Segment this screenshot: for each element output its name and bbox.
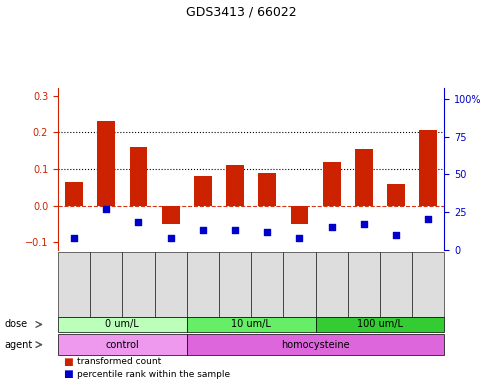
Text: ■: ■ [63,369,72,379]
Point [392,232,400,238]
Text: ■: ■ [63,357,72,367]
Bar [258,173,276,205]
Point [425,216,432,222]
Text: percentile rank within the sample: percentile rank within the sample [77,370,230,379]
Text: 0 um/L: 0 um/L [105,319,139,329]
Bar [323,162,341,205]
Text: transformed count: transformed count [77,357,161,366]
Text: dose: dose [5,319,28,329]
Bar [65,182,83,205]
Bar [387,184,405,205]
Point [231,227,239,233]
Point [328,224,336,230]
Text: control: control [105,339,139,350]
Bar [129,147,147,205]
Text: 100 um/L: 100 um/L [357,319,403,329]
Point [296,235,303,241]
Text: agent: agent [5,339,33,350]
Point [135,219,142,225]
Bar [355,149,373,205]
Text: 10 um/L: 10 um/L [231,319,271,329]
Point [263,228,271,235]
Point [102,206,110,212]
Point [167,235,174,241]
Point [360,221,368,227]
Point [199,227,207,233]
Text: GDS3413 / 66022: GDS3413 / 66022 [186,6,297,19]
Bar [194,176,212,205]
Bar [162,205,180,224]
Bar [226,165,244,205]
Point [70,235,78,241]
Text: homocysteine: homocysteine [281,339,350,350]
Bar [98,121,115,205]
Bar [419,131,437,205]
Bar [291,205,308,224]
